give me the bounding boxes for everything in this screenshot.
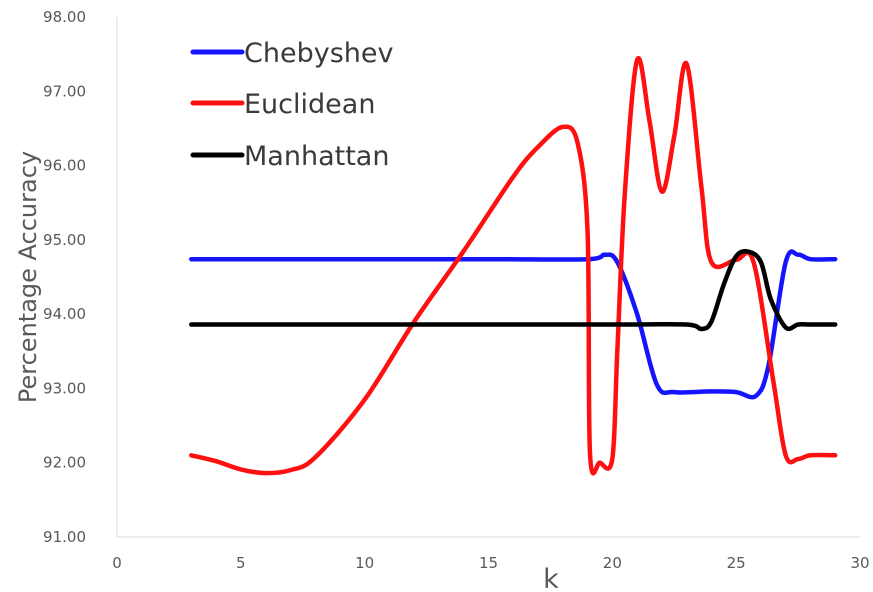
y-tick-label: 95.00: [43, 231, 86, 249]
legend-label-chebyshev: Chebyshev: [244, 38, 393, 69]
x-tick-label: 0: [112, 554, 122, 572]
x-tick-label: 10: [355, 554, 374, 572]
legend-label-manhattan: Manhattan: [244, 141, 389, 172]
x-tick-label: 30: [850, 554, 869, 572]
y-tick-label: 96.00: [43, 157, 86, 175]
x-tick-label: 20: [603, 554, 622, 572]
y-tick-label: 93.00: [43, 379, 86, 397]
legend: Chebyshev Euclidean Manhattan: [190, 38, 393, 172]
y-axis-title: Percentage Accuracy: [14, 151, 42, 403]
x-tick-label: 25: [727, 554, 746, 572]
series-layer: [189, 55, 838, 476]
y-tick-label: 92.00: [43, 454, 86, 472]
y-tick-label: 91.00: [43, 528, 86, 546]
legend-label-euclidean: Euclidean: [244, 89, 375, 120]
y-tick-label: 94.00: [43, 305, 86, 323]
series-line-manhattan: [189, 249, 838, 332]
x-tick-label: 15: [479, 554, 498, 572]
y-tick-label: 97.00: [43, 82, 86, 100]
x-tick-labels: 0 5 10 15 20 25 30: [112, 554, 869, 572]
x-tick-label: 5: [236, 554, 246, 572]
y-tick-labels: 91.00 92.00 93.00 94.00 95.00 96.00 97.00 98.00: [43, 8, 86, 546]
series-line-chebyshev: [189, 249, 838, 400]
x-axis-title: k: [543, 564, 559, 592]
series-line-euclidean: [189, 55, 838, 476]
y-tick-label: 98.00: [43, 8, 86, 26]
